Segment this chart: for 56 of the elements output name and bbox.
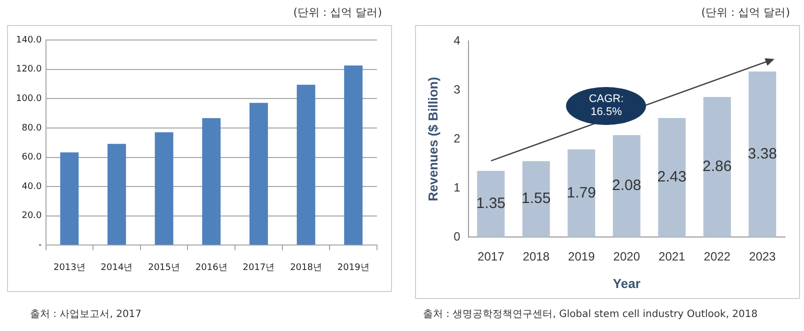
bar bbox=[108, 144, 126, 245]
data-label: 2.86 bbox=[702, 158, 732, 176]
y-tick-label: - bbox=[38, 240, 42, 251]
data-label: 2.43 bbox=[657, 168, 686, 186]
bar bbox=[344, 66, 363, 245]
y-tick-label: 0 bbox=[454, 229, 461, 244]
chart-subtitle: (단위 : 십억 달러) bbox=[701, 5, 790, 20]
y-axis-title: Revenues ($ Billion) bbox=[425, 76, 440, 202]
bar bbox=[202, 118, 221, 245]
x-tick-label: 2019 bbox=[568, 250, 596, 264]
x-tick-label: 2015년 bbox=[148, 262, 180, 273]
x-tick-label: 2017 bbox=[478, 250, 505, 264]
data-label: 1.79 bbox=[566, 184, 596, 202]
y-tick-label: 2 bbox=[454, 131, 461, 146]
bar bbox=[296, 84, 316, 245]
data-label: 2.08 bbox=[612, 177, 642, 194]
x-tick-label: 2013년 bbox=[53, 262, 86, 273]
x-tick-label: 2019년 bbox=[337, 262, 370, 273]
y-tick-label: 120.0 bbox=[16, 64, 42, 75]
y-tick-label: 80.0 bbox=[22, 123, 42, 134]
x-tick-label: 2018 bbox=[522, 250, 550, 264]
x-tick-label: 2022 bbox=[704, 250, 731, 264]
chart-subtitle: (단위 : 십억 달러) bbox=[293, 5, 382, 20]
x-tick-label: 2023 bbox=[749, 250, 776, 264]
y-tick-label: 140.0 bbox=[16, 35, 42, 46]
oval-badge: CAGR: 16.5% bbox=[566, 86, 646, 125]
bar bbox=[568, 149, 596, 237]
source-note: 출처 : 생명공학정책연구센터, Global stem cell industry Outlook, 2018 bbox=[423, 308, 758, 321]
y-tick-label: 100.0 bbox=[16, 94, 42, 104]
x-tick-label: 2016년 bbox=[195, 262, 228, 273]
data-label: 3.38 bbox=[748, 145, 777, 162]
bar bbox=[703, 97, 731, 237]
x-tick-label: 2018년 bbox=[290, 262, 322, 273]
source-note: 출처 : 사업보고서, 2017 bbox=[30, 308, 142, 321]
bar bbox=[60, 152, 79, 245]
y-tick-label: 40.0 bbox=[22, 182, 42, 192]
bar bbox=[477, 170, 505, 237]
bar bbox=[612, 135, 640, 237]
bar bbox=[748, 72, 776, 237]
y-tick-label: 1 bbox=[454, 180, 461, 194]
bar bbox=[154, 132, 174, 245]
x-tick-label: 2014년 bbox=[100, 262, 133, 273]
bar bbox=[249, 102, 268, 245]
x-tick-label: 2017년 bbox=[242, 262, 275, 273]
y-tick-label: 20.0 bbox=[22, 211, 42, 222]
y-tick-label: 4 bbox=[454, 34, 461, 48]
y-tick-label: 3 bbox=[454, 82, 461, 96]
x-tick-label: 2021 bbox=[658, 250, 686, 264]
x-axis-title: Year bbox=[612, 276, 640, 291]
data-label: 1.35 bbox=[476, 195, 506, 212]
x-tick-label: 2020 bbox=[613, 250, 640, 264]
bar bbox=[522, 161, 550, 237]
y-tick-label: 60.0 bbox=[22, 152, 42, 163]
bar bbox=[658, 118, 686, 237]
data-label: 1.55 bbox=[522, 190, 551, 208]
annotation: CAGR: 16.5% bbox=[588, 92, 625, 119]
